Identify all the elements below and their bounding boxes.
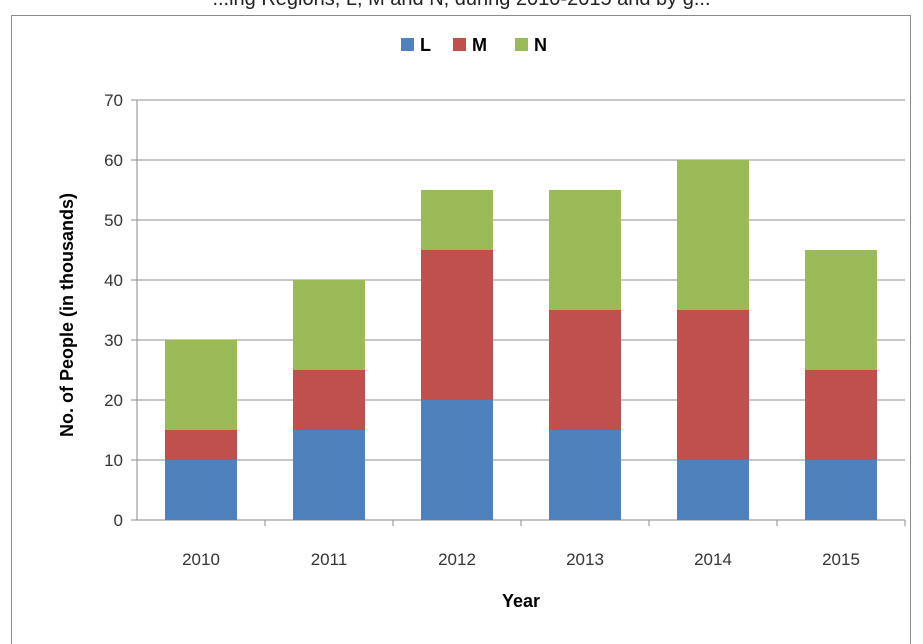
bar-N-2012	[421, 190, 493, 250]
bar-N-2010	[165, 340, 237, 430]
bar-M-2015	[805, 370, 877, 460]
gridlines	[131, 99, 906, 526]
bar-M-2014	[677, 310, 749, 460]
bar-M-2013	[549, 310, 621, 430]
bar-N-2015	[805, 250, 877, 370]
x-tick-label: 2011	[311, 550, 348, 569]
bar-M-2010	[165, 430, 237, 460]
y-tick-label: 50	[104, 211, 123, 230]
y-tick-label: 30	[104, 331, 123, 350]
y-tick-label: 0	[114, 511, 123, 530]
bar-N-2013	[549, 190, 621, 310]
y-tick-label: 70	[104, 91, 123, 110]
legend-label-L: L	[420, 35, 431, 55]
legend: L M N	[401, 35, 547, 55]
bar-L-2010	[165, 460, 237, 520]
bar-L-2014	[677, 460, 749, 520]
x-tick-label: 2013	[566, 550, 604, 569]
bar-L-2012	[421, 400, 493, 520]
x-tick-label: 2015	[822, 550, 860, 569]
y-tick-label: 60	[104, 151, 123, 170]
bar-L-2011	[293, 430, 365, 520]
legend-swatch-L	[401, 38, 414, 51]
x-axis-title: Year	[502, 591, 540, 611]
bar-N-2014	[677, 160, 749, 310]
legend-swatch-M	[453, 38, 466, 51]
legend-label-N: N	[534, 35, 547, 55]
chart-frame	[11, 15, 911, 644]
bar-L-2013	[549, 430, 621, 520]
legend-swatch-N	[515, 38, 528, 51]
x-tick-label: 2012	[438, 550, 476, 569]
y-axis-title: No. of People (in thousands)	[57, 193, 77, 437]
bar-L-2015	[805, 460, 877, 520]
x-tick-label: 2010	[182, 550, 220, 569]
chart-title-cut: ...ing Regions, L, M and N, during 2010-…	[0, 0, 923, 11]
y-tick-labels: 0 10 20 30 40 50 60 70	[104, 91, 123, 530]
y-tick-label: 40	[104, 271, 123, 290]
bar-N-2011	[293, 280, 365, 370]
x-tick-labels: 2010 2011 2012 2013 2014 2015	[182, 550, 860, 569]
bar-M-2012	[421, 250, 493, 400]
bars	[165, 160, 877, 520]
y-tick-label: 10	[104, 451, 123, 470]
legend-label-M: M	[472, 35, 487, 55]
x-tick-label: 2014	[694, 550, 732, 569]
y-tick-label: 20	[104, 391, 123, 410]
bar-M-2011	[293, 370, 365, 430]
